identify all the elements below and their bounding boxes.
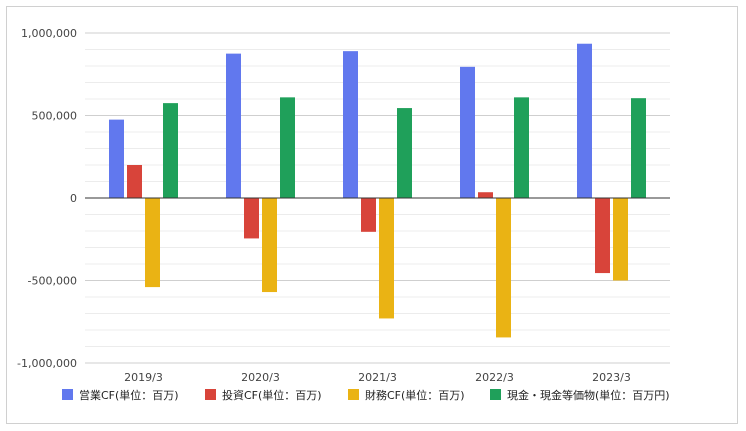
bar bbox=[631, 98, 646, 198]
bar bbox=[163, 103, 178, 198]
bars bbox=[109, 43, 646, 338]
grid-lines bbox=[85, 32, 670, 364]
bar bbox=[262, 198, 277, 293]
bar bbox=[280, 97, 295, 198]
bar bbox=[109, 119, 124, 198]
x-tick-label: 2021/3 bbox=[358, 371, 397, 384]
x-tick-label: 2019/3 bbox=[124, 371, 163, 384]
legend-swatch bbox=[348, 389, 359, 400]
x-tick-label: 2022/3 bbox=[475, 371, 514, 384]
legend-swatch bbox=[490, 389, 501, 400]
bar bbox=[613, 198, 628, 281]
y-tick-label: -1,000,000 bbox=[17, 357, 77, 370]
bar bbox=[577, 43, 592, 198]
legend-label: 現金・現金等価物(単位：百万円) bbox=[507, 388, 670, 402]
legend-label: 投資CF(単位：百万) bbox=[222, 388, 322, 402]
y-tick-label: 500,000 bbox=[32, 110, 78, 123]
bar bbox=[496, 198, 511, 338]
x-tick-label: 2023/3 bbox=[592, 371, 631, 384]
bar bbox=[244, 198, 259, 239]
bar bbox=[478, 192, 493, 198]
legend-swatch bbox=[62, 389, 73, 400]
bar bbox=[343, 51, 358, 199]
bar bbox=[127, 165, 142, 198]
legend-swatch bbox=[205, 389, 216, 400]
bar bbox=[361, 198, 376, 232]
legend-label: 営業CF(単位：百万) bbox=[79, 388, 179, 402]
y-tick-label: 0 bbox=[70, 192, 77, 205]
bar bbox=[514, 97, 529, 198]
legend: 営業CF(単位：百万) 投資CF(単位：百万) 財務CF(単位：百万) 現金・現金等価… bbox=[62, 388, 670, 402]
bar bbox=[145, 198, 160, 288]
bar bbox=[397, 108, 412, 198]
bar bbox=[226, 53, 241, 198]
axes: -1,000,000 -500,000 0 500,000 1,000,000 2019/… bbox=[17, 27, 670, 384]
bar bbox=[460, 66, 475, 198]
bar bbox=[595, 198, 610, 274]
x-tick-label: 2020/3 bbox=[241, 371, 280, 384]
y-tick-label: -500,000 bbox=[28, 275, 77, 288]
legend-label: 財務CF(単位：百万) bbox=[365, 388, 465, 402]
y-tick-label: 1,000,000 bbox=[21, 27, 77, 40]
bar bbox=[379, 198, 394, 319]
